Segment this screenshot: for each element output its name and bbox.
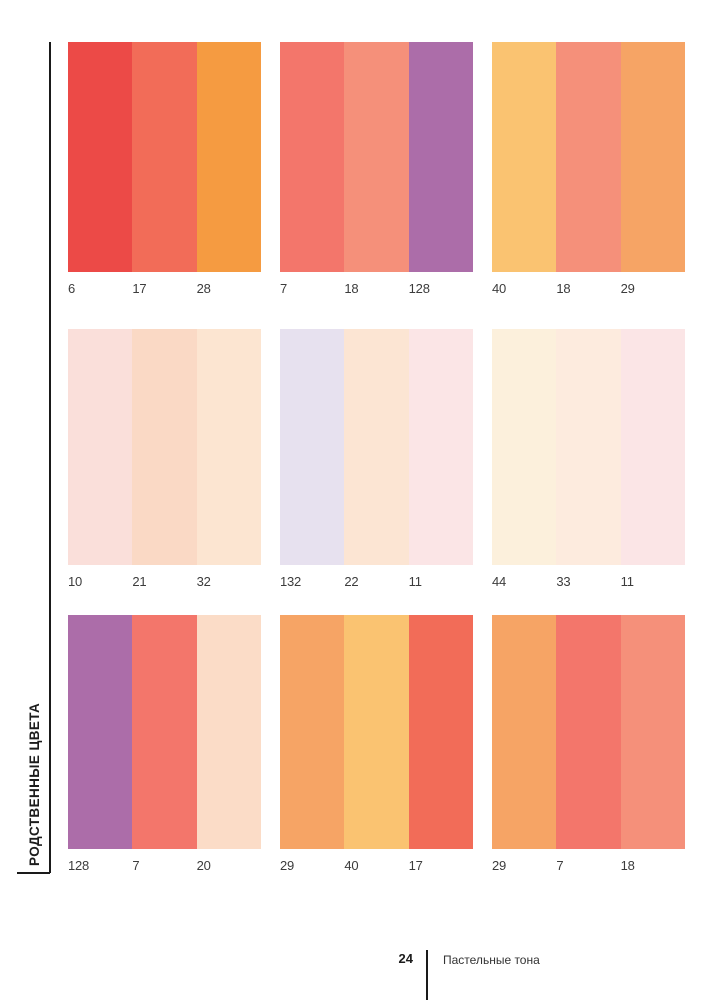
band-number-label: 29 <box>620 281 635 296</box>
swatch-bands <box>68 42 261 272</box>
swatch-labels: 40 18 29 <box>492 281 685 296</box>
color-band <box>280 329 345 565</box>
swatch-labels: 10 21 32 <box>68 574 261 589</box>
page-number: 24 <box>398 951 413 966</box>
band-number-label: 32 <box>196 574 211 589</box>
band-number-label: 21 <box>132 574 147 589</box>
color-band <box>68 615 133 849</box>
color-swatch: 6 17 28 <box>68 42 261 296</box>
color-band <box>620 42 685 272</box>
swatch-labels: 29 7 18 <box>492 858 685 873</box>
band-number-label: 18 <box>556 281 571 296</box>
color-band <box>344 42 409 272</box>
color-swatch: 40 18 29 <box>492 42 685 296</box>
band-number-label: 33 <box>556 574 571 589</box>
band-number-label: 18 <box>344 281 359 296</box>
band-number-label: 11 <box>408 574 422 589</box>
color-band <box>196 329 261 565</box>
color-band <box>492 42 557 272</box>
color-band <box>492 615 557 849</box>
band-number-label: 20 <box>196 858 211 873</box>
swatch-labels: 128 7 20 <box>68 858 261 873</box>
band-number-label: 7 <box>132 858 140 873</box>
color-band <box>620 615 685 849</box>
section-bracket-foot <box>17 872 50 874</box>
color-band <box>344 615 409 849</box>
color-band <box>196 42 261 272</box>
swatch-bands <box>68 329 261 565</box>
color-band <box>132 42 197 272</box>
color-band <box>280 615 345 849</box>
band-number-label: 18 <box>620 858 635 873</box>
color-band <box>556 329 621 565</box>
section-bracket-line <box>49 42 51 873</box>
color-band <box>280 42 345 272</box>
band-number-label: 6 <box>68 281 76 296</box>
band-number-label: 29 <box>492 858 507 873</box>
band-number-label: 29 <box>280 858 295 873</box>
chapter-title: Пастельные тона <box>443 953 540 967</box>
color-band <box>68 329 133 565</box>
color-band <box>344 329 409 565</box>
swatch-bands <box>280 615 473 849</box>
color-swatch: 44 33 11 <box>492 329 685 589</box>
band-number-label: 7 <box>556 858 564 873</box>
color-swatch: 132 22 11 <box>280 329 473 589</box>
swatch-bands <box>492 615 685 849</box>
band-number-label: 17 <box>132 281 147 296</box>
swatch-labels: 29 40 17 <box>280 858 473 873</box>
swatch-labels: 132 22 11 <box>280 574 473 589</box>
palette-row: 128 7 20 29 40 17 29 7 18 <box>68 615 685 873</box>
color-band <box>408 329 473 565</box>
band-number-label: 28 <box>196 281 211 296</box>
color-band <box>132 615 197 849</box>
band-number-label: 7 <box>280 281 288 296</box>
swatch-bands <box>492 42 685 272</box>
color-swatch: 29 7 18 <box>492 615 685 873</box>
color-band <box>408 615 473 849</box>
band-number-label: 22 <box>344 574 359 589</box>
swatch-labels: 44 33 11 <box>492 574 685 589</box>
band-number-label: 128 <box>408 281 430 296</box>
band-number-label: 44 <box>492 574 507 589</box>
swatch-bands <box>280 329 473 565</box>
band-number-label: 40 <box>344 858 359 873</box>
color-band <box>196 615 261 849</box>
swatch-bands <box>68 615 261 849</box>
color-band <box>68 42 133 272</box>
color-band <box>620 329 685 565</box>
color-band <box>408 42 473 272</box>
color-swatch: 128 7 20 <box>68 615 261 873</box>
color-band <box>556 615 621 849</box>
band-number-label: 132 <box>280 574 302 589</box>
footer-divider <box>426 950 428 1000</box>
swatch-labels: 6 17 28 <box>68 281 261 296</box>
palette-row: 6 17 28 7 18 128 40 18 29 <box>68 42 685 296</box>
band-number-label: 17 <box>408 858 423 873</box>
color-band <box>492 329 557 565</box>
palette-row: 10 21 32 132 22 11 44 33 11 <box>68 329 685 589</box>
band-number-label: 128 <box>68 858 90 873</box>
swatch-labels: 7 18 128 <box>280 281 473 296</box>
swatch-bands <box>492 329 685 565</box>
band-number-label: 11 <box>620 574 634 589</box>
band-number-label: 10 <box>68 574 83 589</box>
color-band <box>132 329 197 565</box>
color-swatch: 7 18 128 <box>280 42 473 296</box>
swatch-bands <box>280 42 473 272</box>
color-swatch: 10 21 32 <box>68 329 261 589</box>
color-swatch: 29 40 17 <box>280 615 473 873</box>
section-title: РОДСТВЕННЫЕ ЦВЕТА <box>27 702 42 866</box>
color-band <box>556 42 621 272</box>
band-number-label: 40 <box>492 281 507 296</box>
